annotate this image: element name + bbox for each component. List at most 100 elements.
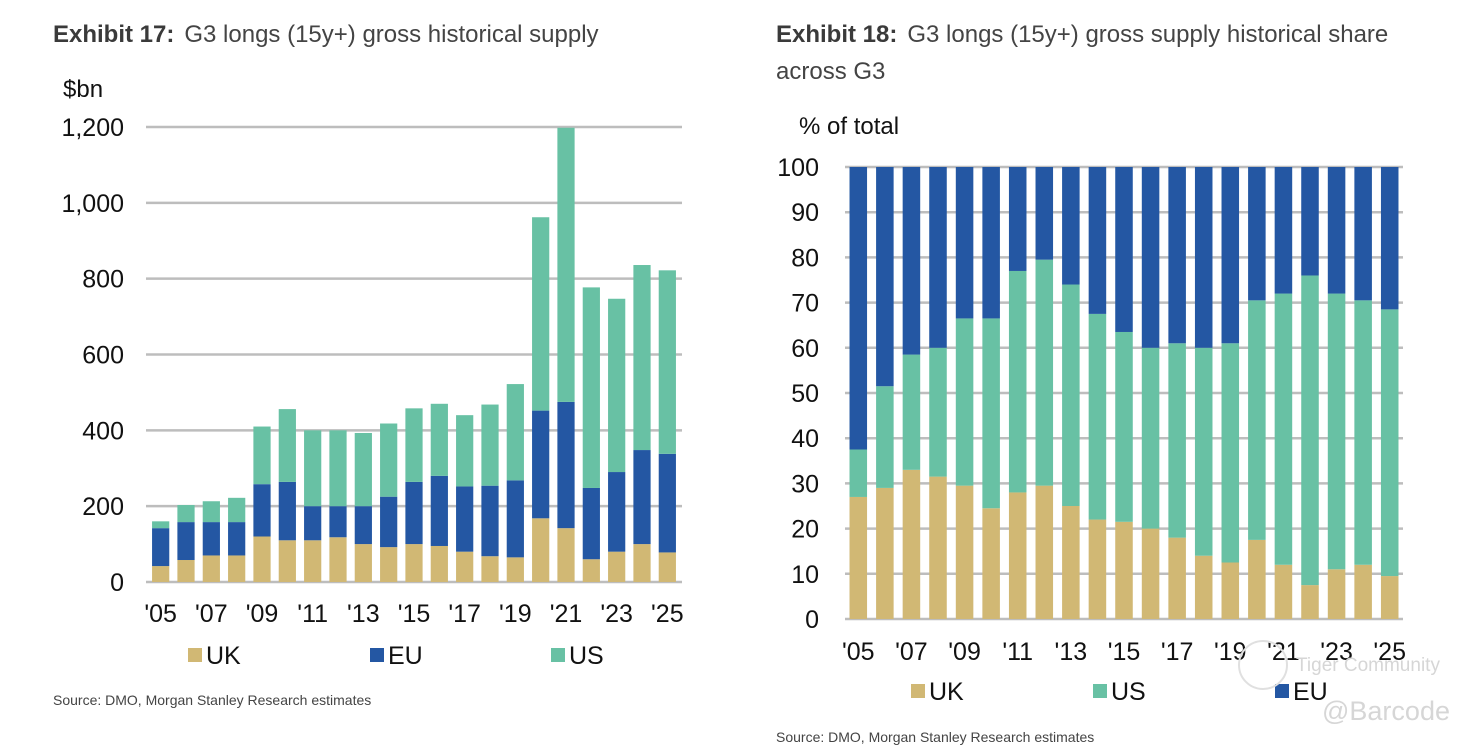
- bar-us-2024: [633, 265, 651, 451]
- watermark-logo-icon: [1238, 640, 1288, 690]
- legend-label-uk: UK: [929, 678, 964, 706]
- bar-eu-2025: [1380, 167, 1399, 310]
- watermark-handle: @Barcode: [1322, 696, 1450, 726]
- exhibit-18-title: Exhibit 18: G3 longs (15y+) gross supply …: [776, 16, 1456, 90]
- x-tick-label: '09: [246, 600, 279, 628]
- exhibit-17-source: Source: DMO, Morgan Stanley Research est…: [53, 692, 372, 708]
- bar-us-2009: [955, 318, 974, 486]
- bar-us-2005: [152, 521, 170, 529]
- bar-eu-2017: [456, 486, 474, 552]
- exhibit-17-title-text: G3 longs (15y+) gross historical supply: [184, 21, 599, 48]
- bar-eu-2025: [658, 453, 676, 553]
- legend-label-us: US: [569, 642, 604, 670]
- bar-uk-2017: [456, 551, 474, 582]
- bar-eu-2021: [557, 401, 575, 529]
- bar-uk-2008: [228, 555, 246, 582]
- y-tick-label: 400: [82, 417, 124, 445]
- bar-uk-2012: [1035, 485, 1054, 619]
- bar-eu-2007: [902, 167, 921, 355]
- bar-eu-2020: [532, 410, 550, 519]
- x-tick-label: '05: [144, 600, 177, 628]
- bar-us-2025: [1380, 309, 1399, 577]
- bar-us-2006: [177, 505, 195, 523]
- bar-eu-2022: [582, 487, 600, 560]
- y-tick-label: 100: [777, 154, 819, 182]
- y-tick-label: 1,200: [61, 114, 124, 142]
- bar-uk-2018: [481, 556, 499, 582]
- exhibit-17-title: Exhibit 17: G3 longs (15y+) gross histori…: [53, 16, 599, 53]
- exhibit-18-title-text: G3 longs (15y+) gross supply historical …: [776, 21, 1389, 85]
- bar-uk-2017: [1168, 537, 1186, 619]
- bar-us-2023: [608, 298, 626, 473]
- bar-us-2011: [1008, 270, 1027, 493]
- bar-uk-2014: [1088, 519, 1107, 619]
- bar-eu-2006: [177, 522, 195, 561]
- bar-eu-2010: [278, 481, 296, 541]
- bar-eu-2019: [506, 480, 524, 558]
- bar-uk-2011: [304, 540, 322, 582]
- bar-eu-2012: [329, 506, 347, 538]
- x-tick-label: '11: [1002, 638, 1033, 666]
- legend-label-eu: EU: [388, 642, 423, 670]
- bar-eu-2015: [405, 481, 423, 545]
- x-tick-label: '19: [499, 600, 532, 628]
- bar-us-2017: [456, 415, 474, 487]
- bar-uk-2023: [1327, 569, 1346, 619]
- bar-us-2020: [532, 217, 550, 411]
- bar-us-2016: [1141, 347, 1160, 529]
- bar-uk-2019: [506, 557, 524, 582]
- bar-uk-2025: [1380, 576, 1399, 619]
- y-tick-label: 90: [791, 199, 819, 227]
- bar-us-2011: [304, 430, 322, 507]
- bar-uk-2015: [1115, 521, 1133, 619]
- bar-uk-2020: [532, 518, 550, 582]
- bar-us-2023: [1327, 293, 1346, 570]
- bar-uk-2007: [202, 555, 220, 582]
- x-tick-label: '07: [895, 638, 928, 666]
- bar-us-2021: [1274, 293, 1293, 565]
- x-tick-label: '17: [1161, 638, 1194, 666]
- bar-eu-2011: [304, 506, 322, 541]
- bar-uk-2005: [152, 566, 170, 582]
- y-tick-label: 20: [791, 516, 819, 544]
- y-axis-unit-label: % of total: [799, 113, 899, 140]
- bar-us-2005: [849, 449, 868, 497]
- bar-us-2014: [380, 423, 398, 497]
- legend-swatch-us: [551, 648, 565, 662]
- bar-us-2014: [1088, 313, 1107, 520]
- y-tick-label: 200: [82, 493, 124, 521]
- bar-eu-2020: [1248, 167, 1266, 301]
- bar-uk-2015: [405, 544, 423, 582]
- y-tick-label: 0: [110, 569, 124, 597]
- bar-eu-2012: [1035, 167, 1054, 260]
- bar-us-2021: [557, 127, 575, 402]
- x-tick-label: '23: [600, 600, 633, 628]
- bar-eu-2014: [380, 496, 398, 548]
- bar-eu-2017: [1168, 167, 1186, 344]
- bar-us-2010: [278, 409, 296, 482]
- y-tick-label: 600: [82, 342, 124, 370]
- x-tick-label: '11: [297, 600, 328, 628]
- legend-swatch-uk: [188, 648, 202, 662]
- x-tick-label: '21: [550, 600, 583, 628]
- x-tick-label: '25: [651, 600, 684, 628]
- bar-us-2013: [1062, 284, 1080, 506]
- bar-uk-2013: [1062, 506, 1080, 619]
- bar-uk-2016: [1141, 528, 1160, 619]
- bar-eu-2014: [1088, 167, 1107, 314]
- bar-us-2017: [1168, 343, 1186, 538]
- bar-eu-2018: [481, 485, 499, 557]
- bar-uk-2010: [278, 540, 296, 582]
- bar-uk-2016: [430, 545, 448, 582]
- legend-swatch-us: [1093, 684, 1107, 698]
- legend-swatch-uk: [911, 684, 925, 698]
- x-tick-label: '09: [948, 638, 981, 666]
- legend-label-us: US: [1111, 678, 1146, 706]
- bar-us-2010: [982, 318, 1000, 509]
- bar-eu-2011: [1008, 167, 1027, 271]
- watermark-community: Tiger Community: [1296, 655, 1440, 676]
- legend-swatch-eu: [370, 648, 384, 662]
- x-tick-label: '15: [398, 600, 431, 628]
- y-tick-label: 1,000: [61, 190, 124, 218]
- bar-uk-2009: [955, 485, 974, 619]
